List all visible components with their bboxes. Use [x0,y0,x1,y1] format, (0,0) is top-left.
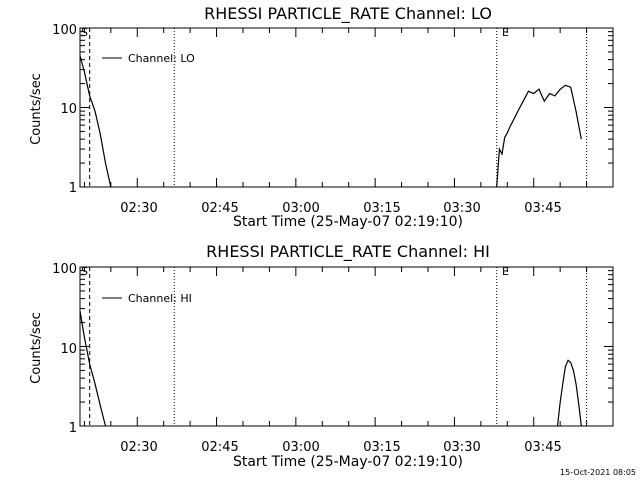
panel-hi-end-marker-label: E [502,265,509,278]
panel-hi: RHESSI PARTICLE_RATE Channel: HI Counts/… [29,242,614,470]
panel-hi-xtick-label: 03:30 [443,440,480,455]
panel-hi-plot-area [79,266,614,427]
panel-hi-xtick-label: 03:15 [363,440,400,455]
panel-lo-plot-area [79,27,614,188]
panel-lo-xtick-label: 02:45 [201,201,238,216]
panel-lo-ylabel: Counts/sec [29,73,44,145]
panel-hi-ylabel: Counts/sec [29,312,44,384]
timestamp-label: 15-Oct-2021 08:05 [560,468,636,477]
panel-hi-xtick-label: 03:45 [524,440,561,455]
panel-lo-end-marker-label: E [502,26,509,39]
panel-hi-legend-label: Channel: HI [128,292,192,305]
panel-lo-ytick-label: 10 [60,102,77,117]
panel-hi-xtick-label: 02:45 [201,440,238,455]
panel-lo-legend-label: Channel: LO [128,52,195,65]
panel-lo-series-line-1 [496,84,582,188]
panel-hi-ytick-label: 100 [52,262,77,277]
panel-lo-ytick-label: 1 [69,181,77,196]
panel-hi-xtick-label: 03:00 [282,440,319,455]
panel-hi-xtick-label: 02:30 [120,440,157,455]
panel-hi-ytick-label: 10 [60,342,77,357]
panel-lo-xtick-label: 02:30 [120,201,157,216]
panel-lo-xtick-label: 03:15 [363,201,400,216]
panel-lo-series-line-0 [79,55,112,188]
panel-lo-xtick-label: 03:30 [443,201,480,216]
panel-lo-ytick-label: 100 [52,23,77,38]
panel-hi-xlabel: Start Time (25-May-07 02:19:10) [233,454,463,470]
panel-hi-series-line-0 [79,310,107,427]
panel-hi-title: RHESSI PARTICLE_RATE Channel: HI [206,242,490,262]
panel-lo-xlabel: Start Time (25-May-07 02:19:10) [233,214,463,230]
panel-lo-xtick-label: 03:45 [524,201,561,216]
panel-lo: RHESSI PARTICLE_RATE Channel: LO Counts/… [29,4,614,230]
panel-lo-title: RHESSI PARTICLE_RATE Channel: LO [204,4,492,24]
panel-hi-ytick-label: 1 [69,421,77,436]
panel-hi-series-line-1 [556,359,582,427]
panel-lo-xtick-label: 03:00 [282,201,319,216]
